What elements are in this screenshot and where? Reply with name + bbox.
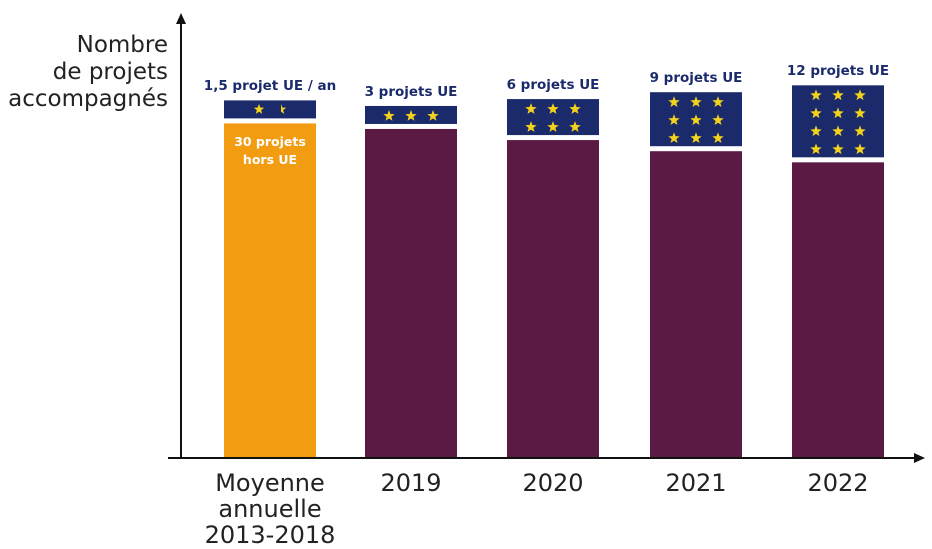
inner-bar-label-line: 30 projets [224,133,316,151]
x-tick-label-line: 2013-2018 [195,522,345,548]
x-tick-label-line: 2019 [336,470,486,496]
x-tick-label: 2022 [763,470,913,496]
eu-bar [224,100,316,118]
inner-bar-label-line: hors UE [224,151,316,169]
base-bar [365,129,457,457]
y-axis-label-line: accompagnés [8,86,168,113]
x-tick-label-line: 2022 [763,470,913,496]
base-bar [507,140,599,457]
eu-projects-label: 3 projets UE [336,84,486,100]
y-axis-arrow [176,13,186,24]
x-axis-arrow [914,453,925,463]
x-tick-label-line: annuelle [195,496,345,522]
base-bar [650,151,742,457]
x-tick-label-line: 2020 [478,470,628,496]
x-tick-label: 2019 [336,470,486,496]
x-tick-label-line: Moyenne [195,470,345,496]
eu-projects-label: 9 projets UE [621,70,771,86]
y-axis-label-line: Nombre [8,32,168,59]
x-tick-label-line: 2021 [621,470,771,496]
y-axis-label: Nombre de projets accompagnés [8,32,168,113]
eu-projects-label: 6 projets UE [478,77,628,93]
base-bar [792,162,884,457]
eu-projects-label: 12 projets UE [763,63,913,79]
x-tick-label: Moyenne annuelle 2013-2018 [195,470,345,548]
x-tick-label: 2020 [478,470,628,496]
y-axis-label-line: de projets [8,59,168,86]
inner-bar-label: 30 projets hors UE [224,133,316,169]
base-bar [224,123,316,457]
bars-group [224,85,884,457]
x-tick-label: 2021 [621,470,771,496]
eu-projects-label: 1,5 projet UE / an [195,78,345,94]
